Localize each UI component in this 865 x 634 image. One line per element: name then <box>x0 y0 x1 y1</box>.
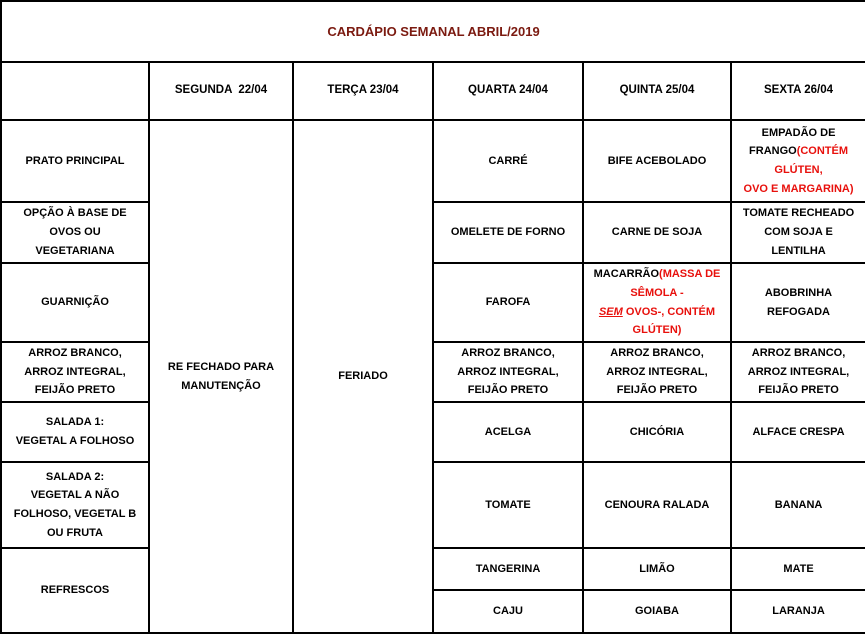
cell-prato-principal-quarta: CARRÉ <box>432 119 584 203</box>
row-label-arroz-feijao: ARROZ BRANCO, ARROZ INTEGRAL, FEIJÃO PRE… <box>0 340 150 404</box>
table-title: CARDÁPIO SEMANAL ABRIL/2019 <box>0 0 865 63</box>
cell-prato-principal-quinta: BIFE ACEBOLADO <box>582 119 732 203</box>
header-day-sexta: SEXTA 26/04 <box>729 61 865 121</box>
cell-arroz-quarta: ARROZ BRANCO, ARROZ INTEGRAL, FEIJÃO PRE… <box>432 340 584 404</box>
allergen-warning: (CONTÉM GLÚTEN, OVO E MARGARINA) <box>743 145 854 195</box>
row-label-opcao-ovos-vegetariana: OPÇÃO À BASE DE OVOS OU VEGETARIANA <box>0 201 150 264</box>
allergen-warning: (MASSA DE SÊMOLA - SEM OVOS-, CONTÉM GLÚ… <box>599 268 720 336</box>
cell-guarnicao-sexta: ABOBRINHA REFOGADA <box>729 262 865 343</box>
notice-segunda-fechado: RE FECHADO PARA MANUTENÇÃO <box>148 118 294 634</box>
cell-salada1-quarta: ACELGA <box>432 401 584 464</box>
header-day-segunda: SEGUNDA 22/04 <box>148 61 294 121</box>
row-label-guarnicao: GUARNIÇÃO <box>0 262 150 343</box>
row-label-refrescos: REFRESCOS <box>0 547 150 634</box>
cell-refresco2-sexta: LARANJA <box>729 589 865 634</box>
cell-guarnicao-quarta: FAROFA <box>432 262 584 343</box>
cell-opcao-quarta: OMELETE DE FORNO <box>432 201 584 264</box>
warning-emphasis: SEM <box>598 305 623 318</box>
dish-name: EMPADÃO DE FRANGO <box>749 126 836 158</box>
cell-refresco1-quarta: TANGERINA <box>432 547 584 592</box>
warning-text: OVOS-, CONTÉM GLÚTEN) <box>625 305 716 337</box>
cell-refresco1-sexta: MATE <box>729 547 865 592</box>
cell-guarnicao-quinta: MACARRÃO(MASSA DE SÊMOLA - SEM OVOS-, CO… <box>582 262 732 343</box>
row-label-prato-principal: PRATO PRINCIPAL <box>0 119 150 203</box>
row-label-salada-1: SALADA 1: VEGETAL A FOLHOSO <box>0 401 150 464</box>
header-day-quarta: QUARTA 24/04 <box>432 61 584 121</box>
cell-arroz-sexta: ARROZ BRANCO, ARROZ INTEGRAL, FEIJÃO PRE… <box>729 340 865 404</box>
cell-salada2-sexta: BANANA <box>729 461 865 550</box>
row-label-salada-2: SALADA 2: VEGETAL A NÃO FOLHOSO, VEGETAL… <box>0 461 150 550</box>
notice-terca-feriado: FERIADO <box>292 118 434 634</box>
cell-refresco1-quinta: LIMÃO <box>582 547 732 592</box>
cell-opcao-sexta: TOMATE RECHEADO COM SOJA E LENTILHA <box>729 201 865 264</box>
cell-salada2-quinta: CENOURA RALADA <box>582 461 732 550</box>
cell-opcao-quinta: CARNE DE SOJA <box>582 201 732 264</box>
header-day-quinta: QUINTA 25/04 <box>582 61 732 121</box>
header-corner-cell <box>0 61 150 121</box>
cell-arroz-quinta: ARROZ BRANCO, ARROZ INTEGRAL, FEIJÃO PRE… <box>582 340 732 404</box>
dish-name: MACARRÃO <box>593 268 660 281</box>
cell-refresco2-quarta: CAJU <box>432 589 584 634</box>
cell-salada2-quarta: TOMATE <box>432 461 584 550</box>
cell-refresco2-quinta: GOIABA <box>582 589 732 634</box>
cell-prato-principal-sexta: EMPADÃO DE FRANGO(CONTÉM GLÚTEN, OVO E M… <box>729 119 865 203</box>
cell-salada1-quinta: CHICÓRIA <box>582 401 732 464</box>
header-day-terca: TERÇA 23/04 <box>292 61 434 121</box>
warning-text: (MASSA DE SÊMOLA - <box>630 268 721 299</box>
cell-salada1-sexta: ALFACE CRESPA <box>729 401 865 464</box>
